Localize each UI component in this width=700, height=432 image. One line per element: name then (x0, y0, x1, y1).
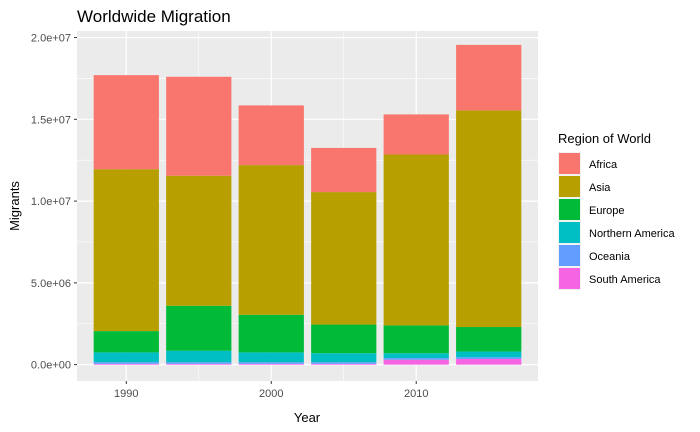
bar-oceania-2000 (238, 362, 304, 364)
bar-northern-america-2000 (238, 352, 304, 363)
bar-europe-1990 (93, 331, 159, 353)
bar-south-america-2010 (383, 359, 449, 365)
bar-northern-america-2005 (311, 353, 377, 363)
bar-northern-america-2015 (456, 351, 522, 358)
bar-asia-2005 (311, 192, 377, 325)
legend-label: Africa (589, 159, 618, 171)
y-tick-label: 0.0e+00 (31, 360, 71, 372)
legend-label: Asia (589, 182, 611, 194)
bar-africa-2005 (311, 147, 377, 193)
bar-northern-america-1990 (93, 352, 159, 363)
legend-item-northern-america: Northern America (558, 221, 675, 244)
bar-africa-1995 (166, 76, 232, 176)
bar-asia-2015 (456, 110, 522, 328)
chart-title: Worldwide Migration (77, 7, 231, 26)
legend-label: Oceania (589, 251, 631, 263)
legend-item-europe: Europe (558, 198, 624, 221)
y-tick-label: 2.0e+07 (31, 33, 71, 45)
legend-swatch (559, 268, 580, 289)
legend-swatch (559, 153, 580, 174)
bar-south-america-1990 (93, 363, 159, 365)
legend-label: Northern America (589, 228, 675, 240)
bar-northern-america-2010 (383, 353, 449, 359)
legend-swatch (559, 199, 580, 220)
legend-swatch (559, 245, 580, 266)
y-tick-label: 1.5e+07 (31, 114, 71, 126)
bar-south-america-2005 (311, 363, 377, 365)
bar-oceania-1995 (166, 362, 232, 364)
bar-asia-2000 (238, 165, 304, 315)
legend-item-africa: Africa (558, 152, 618, 175)
bar-asia-1995 (166, 175, 232, 306)
legend-swatch (559, 222, 580, 243)
bar-europe-2015 (456, 327, 522, 352)
x-tick-label: 1990 (114, 388, 138, 400)
bar-south-america-2000 (238, 363, 304, 365)
bar-oceania-1990 (93, 362, 159, 364)
legend-item-asia: Asia (558, 175, 611, 198)
legend-label: South America (589, 274, 661, 286)
bar-africa-2000 (238, 105, 304, 166)
bar-asia-2010 (383, 154, 449, 326)
bar-africa-2015 (456, 44, 522, 111)
bar-europe-2000 (238, 314, 304, 353)
x-tick-label: 2000 (259, 388, 283, 400)
bar-asia-1990 (93, 169, 159, 332)
legend-item-oceania: Oceania (558, 244, 631, 267)
bar-africa-1990 (93, 75, 159, 170)
y-tick-label: 5.0e+06 (31, 278, 71, 290)
legend-item-south-america: South America (558, 267, 661, 290)
bars (93, 44, 522, 365)
y-axis: 0.0e+00 5.0e+06 1.0e+07 1.5e+07 2.0e+07 (31, 33, 77, 372)
bar-oceania-2010 (383, 358, 449, 360)
bar-europe-2005 (311, 324, 377, 354)
x-axis-title: Year (294, 410, 321, 425)
bar-south-america-2015 (456, 358, 522, 365)
legend-swatch (559, 176, 580, 197)
y-tick-label: 1.0e+07 (31, 196, 71, 208)
x-tick-label: 2010 (404, 388, 428, 400)
bar-europe-2010 (383, 325, 449, 354)
y-axis-title: Migrants (7, 181, 22, 231)
legend: Region of World Africa Asia Europe Northern… (558, 131, 675, 290)
bar-europe-1995 (166, 305, 232, 351)
bar-oceania-2005 (311, 362, 377, 364)
bar-africa-2010 (383, 114, 449, 155)
legend-label: Europe (589, 205, 624, 217)
bar-oceania-2015 (456, 357, 522, 359)
x-axis: 1990 2000 2010 (114, 381, 428, 400)
bar-south-america-1995 (166, 363, 232, 365)
legend-title: Region of World (558, 131, 651, 146)
bar-northern-america-1995 (166, 350, 232, 363)
